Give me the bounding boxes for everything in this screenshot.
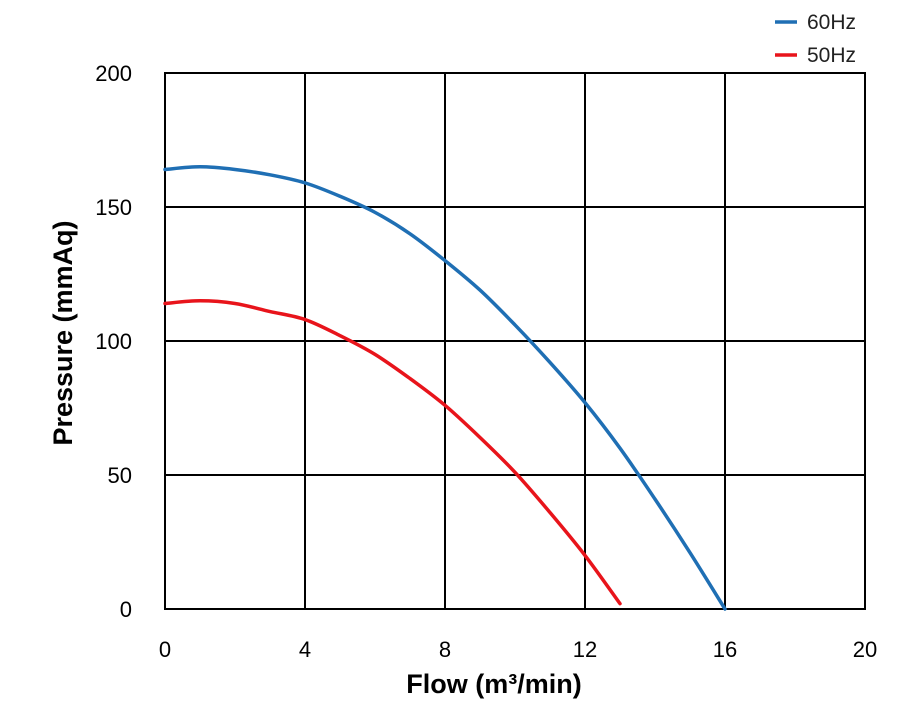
series-line-50hz: [163, 299, 622, 606]
y-axis-ticks: 0 50 100 150 200: [95, 61, 132, 622]
y-tick-label: 200: [95, 61, 132, 86]
y-tick-label: 50: [108, 463, 132, 488]
legend-label-50hz: 50Hz: [807, 44, 856, 67]
y-tick-label: 150: [95, 195, 132, 220]
x-tick-label: 16: [713, 637, 737, 662]
y-axis-title: Pressure (mmAq): [48, 220, 78, 445]
legend: 60Hz 50Hz: [775, 11, 856, 67]
y-tick-label: 0: [120, 597, 132, 622]
x-axis-ticks: 0 4 8 12 16 20: [159, 637, 877, 662]
x-tick-label: 4: [299, 637, 311, 662]
grid: [164, 72, 866, 610]
legend-label-60hz: 60Hz: [807, 11, 856, 34]
x-tick-label: 12: [573, 637, 597, 662]
x-axis-title: Flow (m³/min): [406, 669, 581, 699]
x-tick-label: 8: [439, 637, 451, 662]
x-tick-label: 0: [159, 637, 171, 662]
series-line-60hz: [163, 165, 727, 611]
series-lines: [163, 165, 727, 611]
x-tick-label: 20: [853, 637, 877, 662]
y-tick-label: 100: [95, 329, 132, 354]
